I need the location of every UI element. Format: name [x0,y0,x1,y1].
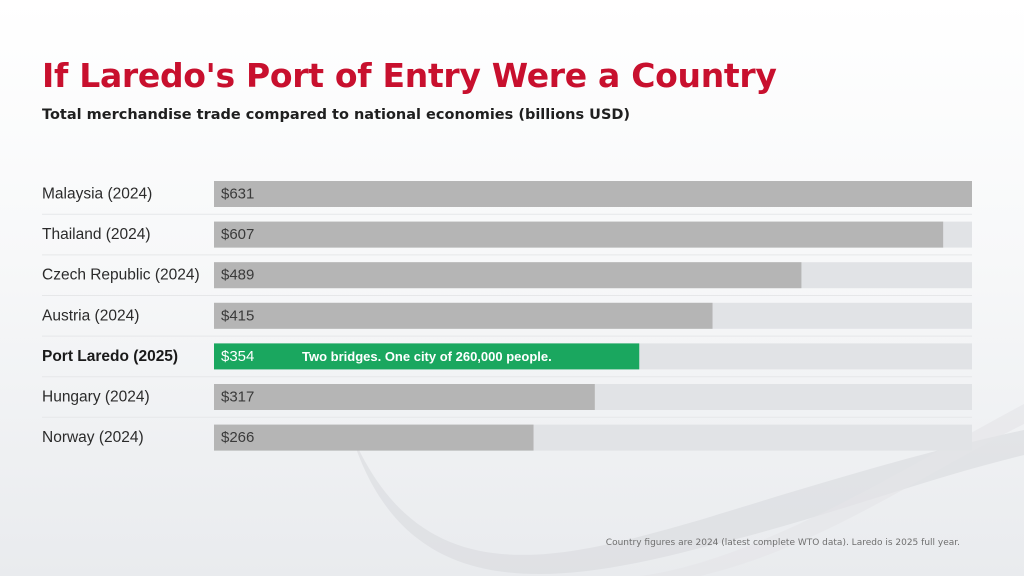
value-label: $317 [221,389,254,406]
highlight-annotation: Two bridges. One city of 260,000 people. [302,349,552,364]
category-label: Malaysia (2024) [42,186,152,203]
bar [214,181,972,207]
bar [214,221,944,248]
bar-highlight [214,343,640,370]
category-label: Port Laredo (2025) [42,348,178,365]
category-label: Czech Republic (2024) [42,267,200,284]
bar [214,424,534,451]
value-label: $415 [221,307,254,324]
value-label: $354 [221,348,254,365]
category-label: Norway (2024) [42,429,144,446]
chart-title: If Laredo's Port of Entry Were a Country [42,56,777,95]
value-label: $607 [221,226,254,243]
value-label: $631 [221,186,254,203]
bar [214,384,595,410]
chart-subtitle: Total merchandise trade compared to nati… [42,107,631,123]
category-label: Hungary (2024) [42,389,150,406]
category-label: Austria (2024) [42,307,139,324]
category-label: Thailand (2024) [42,226,151,243]
value-label: $489 [221,267,254,284]
value-label: $266 [221,429,254,446]
footnote: Country figures are 2024 (latest complet… [605,538,960,548]
bar [214,302,713,329]
bar [214,262,802,289]
